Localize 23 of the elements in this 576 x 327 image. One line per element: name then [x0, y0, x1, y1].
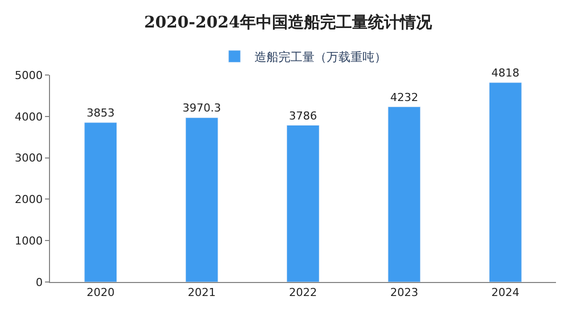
- x-tick-label: 2023: [390, 286, 418, 300]
- bar: [286, 125, 320, 282]
- y-tick-label: 2000: [14, 193, 43, 206]
- y-tick-label: 1000: [14, 234, 43, 248]
- data-label: 4818: [491, 66, 520, 80]
- bar: [185, 117, 218, 282]
- y-tick-label: 4000: [14, 110, 43, 124]
- bar: [488, 82, 522, 282]
- y-tick-label: 3000: [14, 152, 43, 165]
- y-tick-label: 0: [36, 276, 43, 289]
- legend-label: 造船完工量（万载重吨）: [254, 50, 386, 64]
- data-label: 3970.3: [182, 102, 222, 115]
- y-tick-label: 5000: [14, 68, 43, 82]
- x-tick-label: 2022: [289, 286, 317, 300]
- data-label: 4232: [390, 90, 418, 104]
- x-tick-label: 2020: [86, 286, 115, 300]
- x-tick-label: 2021: [188, 286, 216, 300]
- bar: [388, 106, 421, 282]
- chart-title: 2020-2024年中国造船完工量统计情况: [144, 12, 433, 32]
- x-tick-label: 2024: [491, 286, 520, 300]
- bar: [84, 122, 118, 282]
- data-label: 3853: [86, 106, 115, 120]
- data-label: 3786: [289, 109, 317, 122]
